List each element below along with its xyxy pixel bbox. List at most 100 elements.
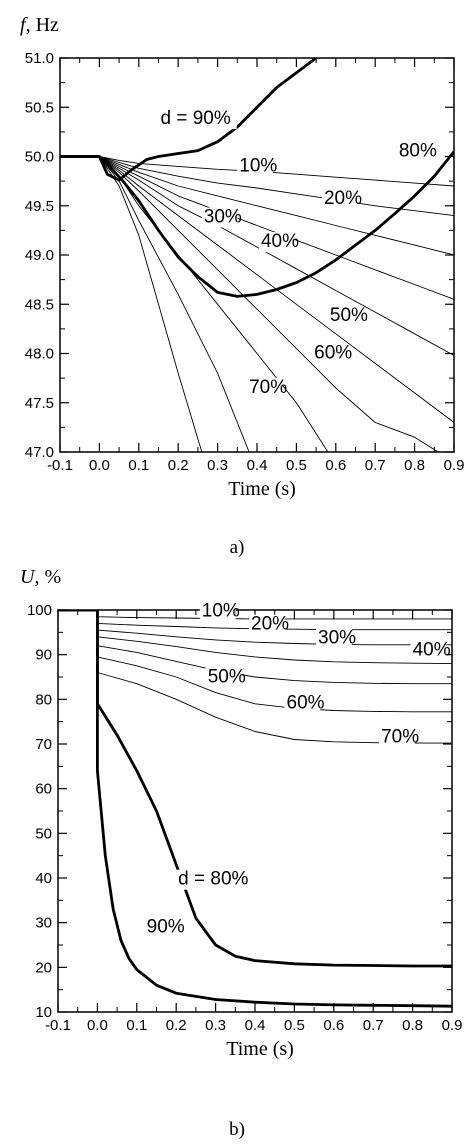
panel-label: b)	[229, 1119, 245, 1140]
x-tick-label: 0.2	[168, 457, 189, 474]
y-tick-label: 47.0	[25, 444, 54, 461]
x-tick-label: 0.8	[402, 1017, 423, 1034]
series-line	[60, 156, 454, 256]
curve-label-bg	[201, 207, 238, 228]
curve-label-bg	[327, 305, 364, 326]
panel-label: a)	[230, 537, 245, 558]
curve-label-bg	[410, 640, 447, 661]
y-tick-label: 80	[35, 691, 52, 708]
chart-panel-a: -0.1 0.0 0.1 0.2 0.3 0.4 0.5 0.6 0.7 0.8 0.9 47.0 47…	[20, 14, 464, 558]
y-tick-label: 50.0	[25, 149, 54, 166]
y-tick-label: 40	[35, 870, 52, 887]
curve-label: 50%	[208, 666, 246, 687]
curve-label-bg	[316, 628, 352, 649]
curve-label-bg	[312, 343, 348, 364]
x-tick-label: 0.5	[286, 457, 307, 474]
x-tick-label: 0.3	[205, 1017, 226, 1034]
curve-label-bg	[205, 667, 242, 688]
y-axis-title: U, %	[20, 566, 61, 588]
curve-label: 10%	[239, 155, 277, 176]
y-tick-label: 10	[35, 1004, 52, 1021]
series-line	[60, 150, 454, 298]
x-tick-label: 0.0	[87, 1017, 108, 1034]
y-axis-unit: , Hz	[26, 14, 59, 36]
curve-label: 50%	[330, 305, 368, 326]
x-tick-label: 0.4	[247, 457, 268, 474]
x-tick-label: 0.1	[126, 1017, 147, 1034]
x-tick-label: 0.3	[207, 457, 228, 474]
x-tick-label: 0.2	[166, 1017, 187, 1034]
curve-label: 20%	[324, 188, 362, 209]
y-tick-label: 49.0	[25, 247, 54, 264]
curve-label-bg	[144, 917, 181, 938]
curve-label: 80%	[399, 141, 437, 162]
x-tick-label: 0.6	[323, 1017, 344, 1034]
series-line	[60, 156, 454, 423]
x-axis-title: Time (s)	[228, 478, 296, 500]
y-tick-label: 20	[35, 959, 52, 976]
y-tick-label: 50.5	[25, 99, 54, 116]
chart-panel-b: -0.1 0.0 0.1 0.2 0.3 0.4 0.5 0.6 0.7 0.8 0.9 10 20 30…	[20, 566, 462, 1140]
x-tick-label: 0.8	[404, 457, 425, 474]
series-line	[60, 58, 317, 182]
curve-label: 70%	[381, 727, 419, 748]
curve-label-bg	[321, 188, 358, 209]
y-axis-variable: U	[20, 566, 36, 588]
series-line	[60, 156, 439, 452]
plot-frame	[57, 609, 453, 1013]
series-line	[99, 156, 203, 452]
curve-label-bg	[258, 232, 295, 253]
x-tick-label: 0.0	[89, 457, 110, 474]
curve-label-bg	[284, 693, 321, 714]
x-tick-label: 0.9	[444, 457, 465, 474]
series-line	[60, 156, 454, 356]
series-line	[58, 610, 452, 1008]
curve-label: 40%	[261, 231, 299, 252]
curve-label: 10%	[202, 601, 240, 622]
series-line	[58, 610, 452, 968]
curve-label-bg	[396, 141, 433, 162]
x-tick-label: 0.7	[363, 1017, 384, 1034]
x-tick-label: 0.4	[245, 1017, 266, 1034]
y-tick-label: 50	[35, 825, 52, 842]
curve-label: 60%	[314, 342, 352, 363]
y-tick-label: 70	[35, 736, 52, 753]
curve-label-bg	[199, 601, 236, 622]
curve-label: d = 80%	[178, 869, 248, 890]
x-tick-label: 0.1	[128, 457, 149, 474]
curve-label-bg	[379, 727, 415, 748]
x-tick-label: 0.7	[365, 457, 386, 474]
y-tick-label: 100	[27, 602, 52, 619]
x-tick-label: -0.1	[47, 457, 73, 474]
y-tick-label: 90	[35, 647, 52, 664]
curve-label-bg	[237, 156, 274, 177]
y-tick-label: 48.0	[25, 346, 54, 363]
x-axis-title: Time (s)	[226, 1038, 294, 1060]
curve-label: 70%	[249, 377, 287, 398]
y-tick-label: 30	[35, 915, 52, 932]
curve-label: 20%	[251, 614, 289, 635]
curve-label: 60%	[287, 692, 325, 713]
y-axis-variable: f	[20, 14, 28, 36]
y-tick-label: 48.5	[25, 296, 54, 313]
x-tick-label: 0.5	[284, 1017, 305, 1034]
curve-label: d = 90%	[160, 108, 230, 129]
x-tick-label: -0.1	[45, 1017, 71, 1034]
curve-label: 30%	[318, 628, 356, 649]
curve-label: 30%	[204, 206, 242, 227]
series-line	[99, 156, 250, 452]
y-tick-label: 60	[35, 781, 52, 798]
x-tick-label: 0.9	[442, 1017, 463, 1034]
series-line	[60, 156, 454, 217]
curve-label-bg	[158, 108, 237, 129]
curve-label-bg	[247, 377, 283, 398]
y-tick-label: 47.5	[25, 395, 54, 412]
y-tick-label: 51.0	[25, 50, 54, 67]
y-axis-title: f, Hz	[20, 14, 59, 36]
series-line	[99, 156, 329, 452]
curve-label-bg	[249, 614, 285, 635]
y-tick-label: 49.5	[25, 198, 54, 215]
curve-label-bg	[176, 869, 255, 890]
x-tick-label: 0.6	[325, 457, 346, 474]
